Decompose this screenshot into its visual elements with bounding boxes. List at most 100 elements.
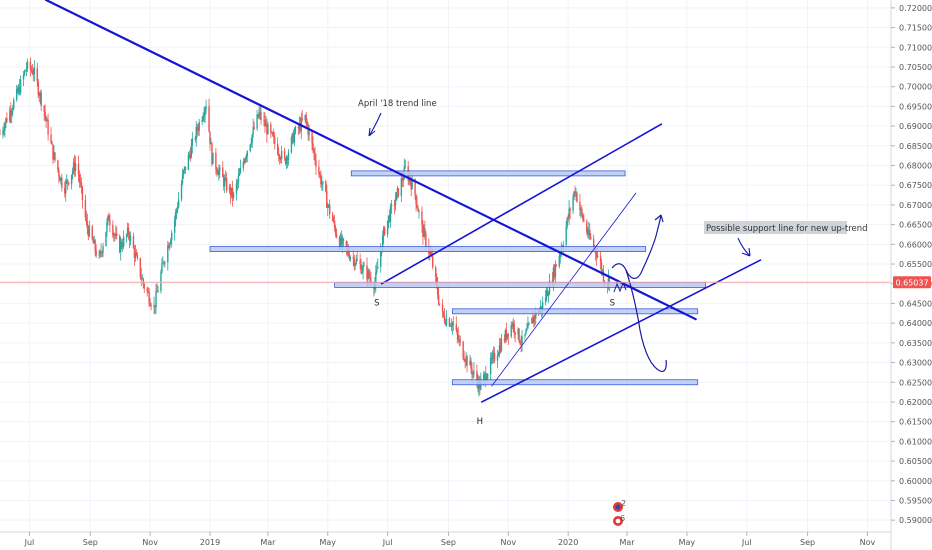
candle-body [183,166,186,171]
support-line-annotation[interactable]: Possible support line for new up-trend [704,221,867,257]
candle-body [299,123,301,131]
x-axis[interactable]: Jul Sep Nov 2019 Mar May Jul Sep Nov 2020 Mar May Ju… [24,532,876,547]
candle-body [410,182,412,190]
candle-body [160,272,162,292]
y-tick-label: 0.59500 [899,496,932,505]
x-tick-label: Jul [741,538,752,547]
pattern-label: S [374,299,379,309]
candle-body [119,242,122,253]
candle-body [184,166,187,170]
trend-line-label: April '18 trend line [358,99,437,109]
candle-body [421,211,423,225]
candle-body [395,192,398,201]
candle-body [13,99,15,109]
candle-body [490,358,493,360]
candle-body [191,138,194,146]
candle-body [544,298,547,303]
y-tick-label: 0.72000 [899,4,932,13]
candle-body [161,263,163,273]
candle-body [273,135,275,137]
trend-lines[interactable] [45,0,762,403]
candle-body [438,303,441,305]
candle-body [229,186,232,196]
candle-body [436,284,439,295]
candle-body [393,204,396,206]
candle-body [533,316,535,324]
candle-body [441,304,444,312]
candle-body [462,341,464,359]
candle-body [259,112,261,114]
bullish-scenario-arrow[interactable] [611,214,662,279]
candle-body [100,251,102,253]
horizontal-zones[interactable] [209,170,706,386]
candle-body [52,144,54,160]
y-tick-label: 0.68000 [899,162,932,171]
candle-body [168,245,170,248]
candle-body [311,131,313,144]
support-resistance-zone[interactable] [451,379,699,386]
candle-body [437,294,440,304]
candle-body [326,191,328,208]
candle-body [386,220,389,235]
candle-body [61,177,63,188]
candle-body [449,325,452,327]
y-tick-label: 0.69000 [899,122,932,131]
candle-body [370,278,372,284]
candle-body [29,61,32,70]
candle-body [308,131,310,135]
new-up-trend-line[interactable] [481,259,762,403]
calendar-icon-inner [615,518,621,524]
candle-body [595,253,598,258]
candle-body [368,270,370,278]
candle-body [506,333,509,339]
candle-body [291,133,294,138]
candle-body [33,68,36,75]
thin-support-line[interactable] [491,192,637,387]
candle-body [520,343,522,345]
candle-body [572,197,574,211]
current-price-label: 0.65037 [895,278,928,287]
candle-body [312,143,314,150]
candle-body [425,233,427,246]
candle-body [547,294,550,296]
candle-body [266,124,268,135]
y-tick-label: 0.66500 [899,221,932,230]
candle-body [362,266,364,272]
candle-body [205,105,207,109]
support-resistance-zone[interactable] [209,246,647,252]
candle-body [306,121,308,126]
candle-body [590,237,592,240]
april-18-trend-line[interactable] [45,0,697,321]
candle-body [322,181,324,184]
candle-body [253,127,255,129]
candle-body [463,358,465,361]
y-axis[interactable]: 0.72000 0.71500 0.71000 0.70500 0.70000 0.695… [891,4,932,525]
candle-body [500,339,503,352]
candle-body [381,235,384,251]
candle-body [567,217,569,219]
candle-body [287,152,290,160]
candle-body [335,234,338,238]
candle-body [72,162,75,171]
hand-drawn-arrows[interactable] [611,214,667,373]
trend-line-annotation[interactable]: April '18 trend line [358,99,437,137]
y-tick-label: 0.68500 [899,142,932,151]
support-resistance-zone[interactable] [350,170,626,177]
candle-body [15,88,18,100]
upper-channel-line[interactable] [380,123,663,285]
candle-body [70,174,73,185]
candle-body [74,163,77,171]
candle-body [534,316,536,319]
candle-body [356,259,358,261]
bearish-scenario-arrow[interactable] [625,269,667,373]
candle-body [79,181,82,183]
candle-body [239,168,242,174]
y-tick-label: 0.60000 [899,477,932,486]
candle-body [319,173,321,175]
event-icons[interactable]: 2 6 [613,499,626,526]
support-resistance-zone[interactable] [334,282,706,288]
candle-body [366,265,368,280]
candle-body [257,114,259,118]
support-resistance-zone[interactable] [451,308,699,315]
